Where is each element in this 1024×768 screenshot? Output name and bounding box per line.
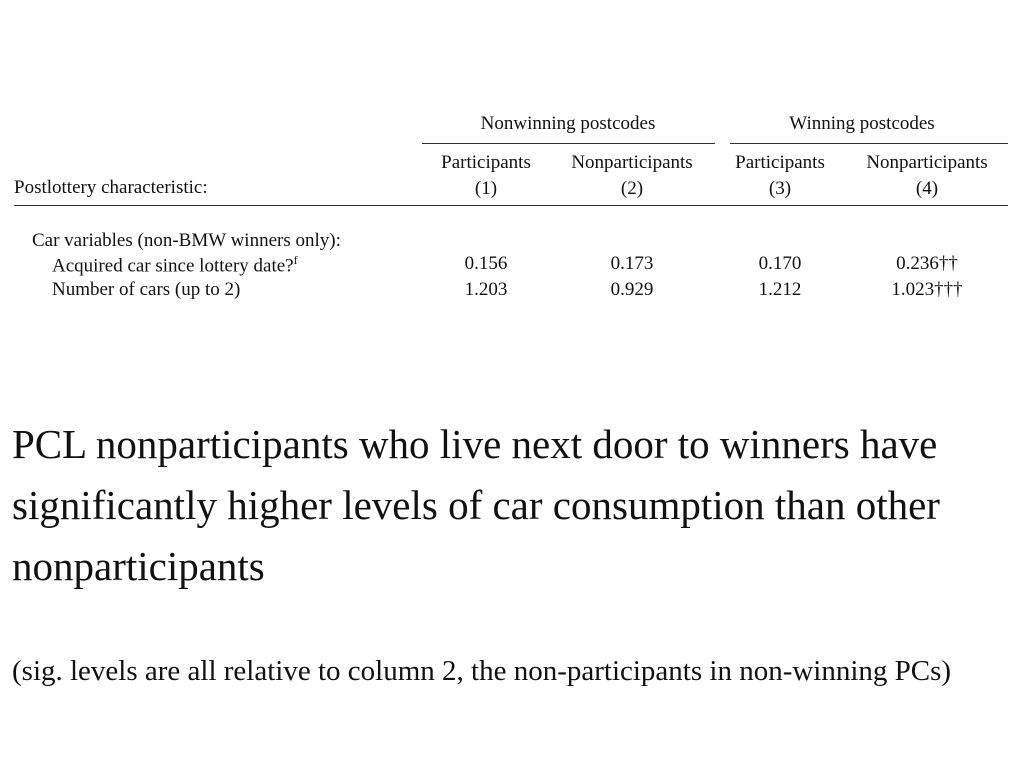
cell-value: 1.203	[464, 279, 508, 300]
column-number: (3)	[768, 178, 792, 199]
column-name: Participants	[735, 152, 825, 173]
cell-value: 0.170	[758, 253, 802, 274]
header-rule	[14, 205, 1008, 206]
row-label: Number of cars (up to 2)	[52, 280, 240, 299]
row-label: Acquired car since lottery date?f	[52, 254, 298, 275]
row-header: Postlottery characteristic:	[14, 177, 208, 198]
row-label-text: Acquired car since lottery date?	[52, 255, 294, 277]
column-number: (1)	[474, 178, 498, 199]
note: (sig. levels are all relative to column …	[12, 655, 952, 687]
column-group: Nonwinning postcodes	[480, 113, 656, 134]
group-rule	[422, 143, 715, 144]
footnote-mark: f	[293, 253, 298, 267]
column-group: Winning postcodes	[789, 113, 935, 134]
row-label-text: Number of cars (up to 2)	[52, 279, 241, 300]
group-rule	[730, 143, 1008, 144]
heading: PCL nonparticipants who live next door t…	[12, 421, 940, 589]
cell-value: 0.156	[464, 253, 508, 274]
cell-value: 0.236††	[896, 253, 958, 274]
column-name: Participants	[441, 152, 531, 173]
cell-value: 0.173	[610, 253, 654, 274]
cell-value: 1.212	[758, 279, 802, 300]
section-label: Car variables (non-BMW winners only):	[32, 230, 341, 251]
column-number: (2)	[620, 178, 644, 199]
column-number: (4)	[915, 178, 939, 199]
cell-value: 1.023†††	[891, 279, 963, 300]
cell-value: 0.929	[610, 279, 654, 300]
column-name: Nonparticipants	[866, 152, 988, 173]
column-name: Nonparticipants	[571, 152, 693, 173]
